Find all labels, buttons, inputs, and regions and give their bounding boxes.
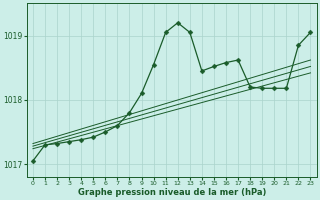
X-axis label: Graphe pression niveau de la mer (hPa): Graphe pression niveau de la mer (hPa) [77, 188, 266, 197]
